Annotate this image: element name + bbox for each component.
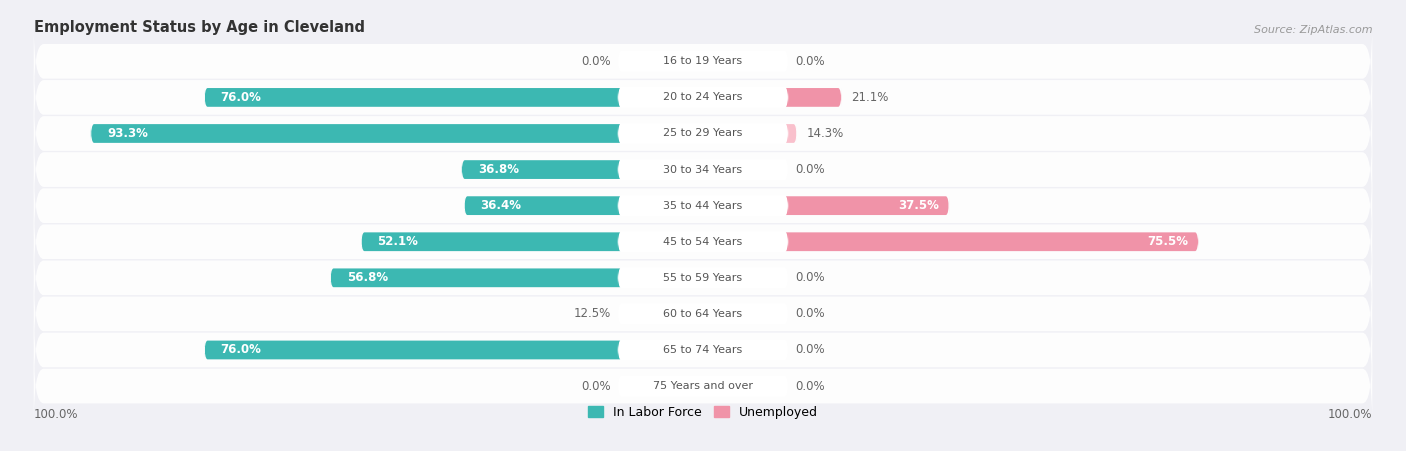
Text: 0.0%: 0.0%: [794, 380, 824, 392]
Text: 20 to 24 Years: 20 to 24 Years: [664, 92, 742, 102]
FancyBboxPatch shape: [91, 124, 703, 143]
Text: 14.3%: 14.3%: [807, 127, 844, 140]
Text: 0.0%: 0.0%: [582, 55, 612, 68]
Text: 75 Years and over: 75 Years and over: [652, 381, 754, 391]
Text: 76.0%: 76.0%: [221, 344, 262, 356]
FancyBboxPatch shape: [703, 88, 841, 107]
Text: 75.5%: 75.5%: [1147, 235, 1188, 248]
Text: 37.5%: 37.5%: [898, 199, 939, 212]
FancyBboxPatch shape: [617, 51, 789, 72]
FancyBboxPatch shape: [461, 160, 703, 179]
Text: 36.8%: 36.8%: [478, 163, 519, 176]
FancyBboxPatch shape: [617, 231, 789, 252]
FancyBboxPatch shape: [34, 205, 1372, 279]
Text: 76.0%: 76.0%: [221, 91, 262, 104]
Text: 36.4%: 36.4%: [481, 199, 522, 212]
FancyBboxPatch shape: [703, 232, 1198, 251]
FancyBboxPatch shape: [34, 24, 1372, 98]
Text: Source: ZipAtlas.com: Source: ZipAtlas.com: [1254, 25, 1372, 35]
FancyBboxPatch shape: [621, 304, 703, 323]
FancyBboxPatch shape: [34, 97, 1372, 170]
Text: Employment Status by Age in Cleveland: Employment Status by Age in Cleveland: [34, 20, 364, 35]
Text: 30 to 34 Years: 30 to 34 Years: [664, 165, 742, 175]
Text: 100.0%: 100.0%: [1327, 408, 1372, 421]
FancyBboxPatch shape: [34, 60, 1372, 134]
FancyBboxPatch shape: [617, 340, 789, 360]
Text: 0.0%: 0.0%: [582, 380, 612, 392]
Text: 0.0%: 0.0%: [794, 308, 824, 320]
FancyBboxPatch shape: [617, 267, 789, 288]
FancyBboxPatch shape: [34, 169, 1372, 243]
FancyBboxPatch shape: [34, 313, 1372, 387]
Text: 93.3%: 93.3%: [107, 127, 148, 140]
FancyBboxPatch shape: [617, 304, 789, 324]
Text: 12.5%: 12.5%: [574, 308, 612, 320]
FancyBboxPatch shape: [34, 349, 1372, 423]
Text: 0.0%: 0.0%: [794, 344, 824, 356]
Text: 25 to 29 Years: 25 to 29 Years: [664, 129, 742, 138]
FancyBboxPatch shape: [617, 195, 789, 216]
FancyBboxPatch shape: [204, 88, 703, 107]
FancyBboxPatch shape: [34, 277, 1372, 351]
Text: 35 to 44 Years: 35 to 44 Years: [664, 201, 742, 211]
Text: 0.0%: 0.0%: [794, 55, 824, 68]
Text: 100.0%: 100.0%: [34, 408, 79, 421]
FancyBboxPatch shape: [34, 241, 1372, 315]
FancyBboxPatch shape: [330, 268, 703, 287]
Text: 0.0%: 0.0%: [794, 163, 824, 176]
Legend: In Labor Force, Unemployed: In Labor Force, Unemployed: [583, 401, 823, 424]
Text: 0.0%: 0.0%: [794, 272, 824, 284]
FancyBboxPatch shape: [464, 196, 703, 215]
FancyBboxPatch shape: [703, 196, 949, 215]
Text: 56.8%: 56.8%: [347, 272, 388, 284]
Text: 16 to 19 Years: 16 to 19 Years: [664, 56, 742, 66]
Text: 21.1%: 21.1%: [851, 91, 889, 104]
FancyBboxPatch shape: [204, 341, 703, 359]
FancyBboxPatch shape: [34, 133, 1372, 207]
Text: 65 to 74 Years: 65 to 74 Years: [664, 345, 742, 355]
Text: 45 to 54 Years: 45 to 54 Years: [664, 237, 742, 247]
FancyBboxPatch shape: [703, 124, 797, 143]
Text: 60 to 64 Years: 60 to 64 Years: [664, 309, 742, 319]
FancyBboxPatch shape: [617, 159, 789, 180]
FancyBboxPatch shape: [617, 376, 789, 396]
FancyBboxPatch shape: [361, 232, 703, 251]
FancyBboxPatch shape: [617, 123, 789, 144]
Text: 55 to 59 Years: 55 to 59 Years: [664, 273, 742, 283]
Text: 52.1%: 52.1%: [378, 235, 419, 248]
FancyBboxPatch shape: [617, 87, 789, 108]
